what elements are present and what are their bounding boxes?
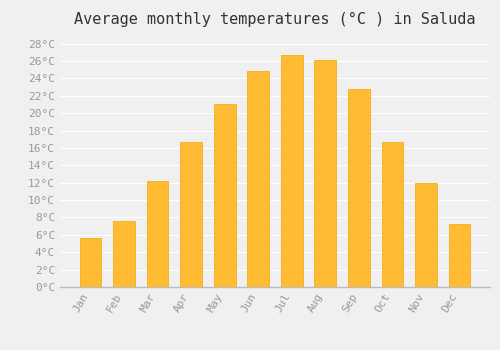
Bar xyxy=(80,238,102,287)
Bar xyxy=(214,104,236,287)
Bar xyxy=(314,60,336,287)
Bar xyxy=(146,181,169,287)
Bar xyxy=(113,221,135,287)
Bar xyxy=(248,71,269,287)
Bar xyxy=(382,142,404,287)
Bar xyxy=(348,89,370,287)
Bar xyxy=(448,224,470,287)
Bar xyxy=(180,142,202,287)
Title: Average monthly temperatures (°C ) in Saluda: Average monthly temperatures (°C ) in Sa… xyxy=(74,12,476,27)
Bar xyxy=(281,55,302,287)
Bar xyxy=(415,183,437,287)
